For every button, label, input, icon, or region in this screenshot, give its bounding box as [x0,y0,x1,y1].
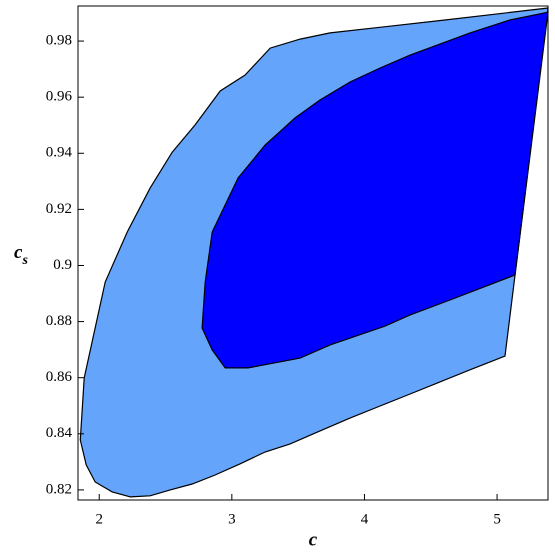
y-tick-label: 0.86 [46,369,73,385]
y-axis-label: cs [14,242,28,268]
y-tick-label: 0.94 [46,145,73,161]
x-tick-label: 5 [493,511,501,527]
x-tick-label: 2 [95,511,103,527]
x-tick-label: 4 [361,511,369,527]
x-tick-label: 3 [228,511,236,527]
y-tick-label: 0.98 [46,33,72,49]
plot-frame [77,5,549,501]
y-axis-label-main: c [14,242,23,263]
region [201,11,549,369]
y-tick-label: 0.96 [46,89,73,105]
y-axis-label-sub: s [21,253,28,268]
x-axis-label: c [309,529,318,550]
y-tick-label: 0.88 [46,313,72,329]
y-tick-label: 0.84 [46,425,73,441]
y-tick-label: 0.92 [46,201,72,217]
y-tick-label: 0.9 [53,257,72,273]
y-tick-label: 0.82 [46,481,72,497]
